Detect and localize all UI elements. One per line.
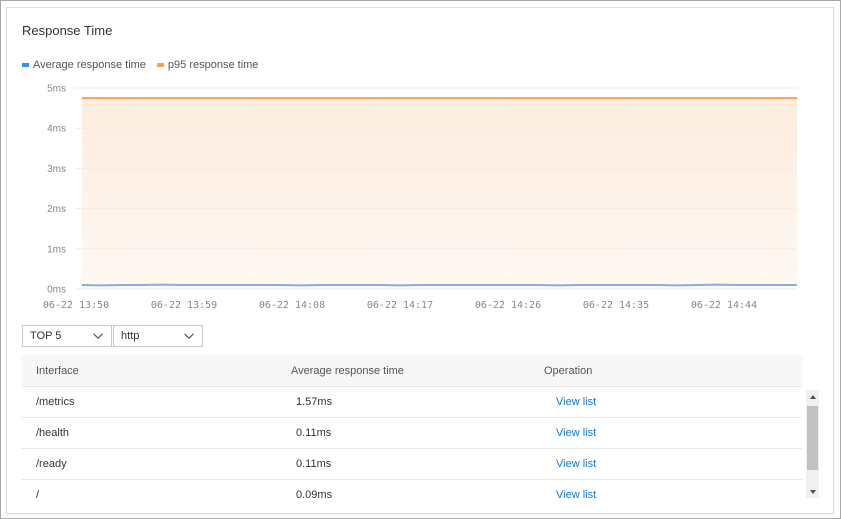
column-header-interface: Interface	[36, 364, 79, 377]
table-row: /metrics 1.57ms View list	[22, 387, 802, 418]
cell-interface: /metrics	[36, 396, 75, 408]
legend-label-average: Average response time	[33, 59, 146, 71]
interface-table: Interface Average response time Operatio…	[22, 355, 819, 500]
y-tick-label: 5ms	[47, 84, 66, 95]
table-row: / 0.09ms View list	[22, 480, 802, 500]
response-time-panel: Response Time Average response time p95 …	[6, 7, 834, 514]
table-header: Interface Average response time Operatio…	[22, 355, 802, 387]
chevron-down-icon	[184, 333, 194, 339]
scroll-up-arrow-icon[interactable]	[806, 390, 819, 403]
y-tick-label: 3ms	[47, 164, 66, 175]
y-tick-label: 4ms	[47, 124, 66, 135]
legend-swatch-p95	[156, 63, 164, 67]
table-scrollbar[interactable]	[806, 390, 819, 498]
scroll-down-arrow-icon[interactable]	[806, 485, 819, 498]
legend-swatch-average	[22, 63, 29, 67]
table-row: /health 0.11ms View list	[22, 418, 802, 449]
y-tick-label: 0ms	[47, 285, 66, 296]
x-tick-label: 06-22 14:17	[367, 300, 433, 311]
cell-interface: /	[36, 489, 40, 500]
legend-label-p95: p95 response time	[167, 59, 259, 71]
series-area-p95	[82, 98, 797, 289]
table-row: /ready 0.11ms View list	[22, 449, 802, 480]
x-tick-label: 06-22 14:26	[475, 300, 541, 311]
cell-interface: /ready	[36, 458, 67, 470]
chevron-down-icon	[93, 333, 103, 339]
top-n-select[interactable]: TOP 5	[22, 325, 112, 347]
column-header-operation: Operation	[544, 364, 593, 377]
cell-average: 0.11ms	[296, 427, 332, 439]
cell-average: 0.11ms	[296, 458, 332, 470]
view-list-link[interactable]: View list	[556, 458, 597, 470]
view-list-link[interactable]: View list	[556, 489, 597, 500]
response-time-chart: 0ms 1ms 2ms 3ms 4ms 5ms 06-22 13:50 06-22 13:59…	[43, 84, 797, 311]
legend-item-p95[interactable]: p95 response time	[156, 59, 259, 71]
cell-interface: /health	[36, 427, 70, 439]
protocol-select[interactable]: http	[113, 325, 203, 347]
x-tick-label: 06-22 13:50	[43, 300, 109, 311]
cell-average: 0.09ms	[296, 489, 333, 500]
x-tick-label: 06-22 14:35	[583, 300, 649, 311]
top-n-value: TOP 5	[30, 330, 62, 342]
chart-legend: Average response time p95 response time	[22, 59, 269, 71]
panel-title: Response Time	[22, 23, 113, 38]
cell-average: 1.57ms	[296, 396, 333, 408]
x-tick-label: 06-22 13:59	[151, 300, 217, 311]
protocol-value: http	[121, 330, 140, 342]
view-list-link[interactable]: View list	[556, 396, 597, 408]
filter-bar: TOP 5 http	[22, 325, 203, 347]
y-tick-label: 1ms	[47, 244, 66, 255]
column-header-average: Average response time	[291, 364, 404, 377]
y-tick-label: 2ms	[47, 204, 66, 215]
legend-item-average[interactable]: Average response time	[22, 59, 146, 71]
scrollbar-thumb[interactable]	[807, 406, 818, 470]
view-list-link[interactable]: View list	[556, 427, 597, 439]
x-tick-label: 06-22 14:44	[691, 300, 757, 311]
x-tick-label: 06-22 14:08	[259, 300, 325, 311]
